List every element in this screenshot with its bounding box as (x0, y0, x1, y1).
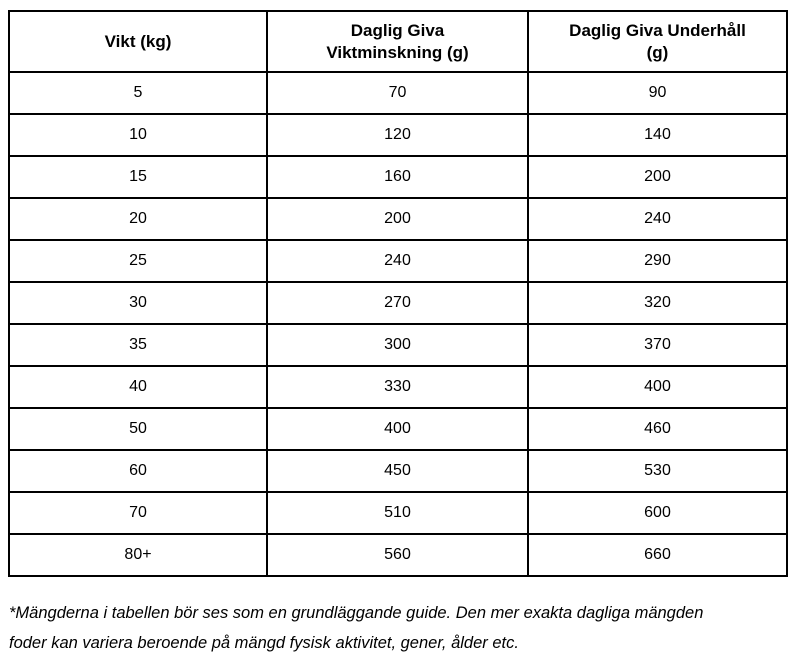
table-cell: 140 (527, 113, 788, 157)
table-row: 15 160 200 (8, 155, 788, 199)
table-cell: 50 (8, 407, 268, 451)
table-cell: 70 (266, 71, 529, 115)
table-cell: 20 (8, 197, 268, 241)
table-row: 70 510 600 (8, 491, 788, 535)
table-row: 25 240 290 (8, 239, 788, 283)
table-row: 30 270 320 (8, 281, 788, 325)
column-header-daily-amount-weight-loss: Daglig Giva Viktminskning (g) (266, 10, 529, 73)
column-header-weight: Vikt (kg) (8, 10, 268, 73)
table-cell: 560 (266, 533, 529, 577)
feeding-guide-table: Vikt (kg) Daglig Giva Viktminskning (g) … (8, 10, 788, 577)
table-cell: 35 (8, 323, 268, 367)
table-row: 60 450 530 (8, 449, 788, 493)
table-cell: 10 (8, 113, 268, 157)
table-cell: 370 (527, 323, 788, 367)
table-row: 80+ 560 660 (8, 533, 788, 577)
table-row: 10 120 140 (8, 113, 788, 157)
table-row: 50 400 460 (8, 407, 788, 451)
table-row: 5 70 90 (8, 71, 788, 115)
table-cell: 270 (266, 281, 529, 325)
table-cell: 400 (266, 407, 529, 451)
table-cell: 120 (266, 113, 529, 157)
table-cell: 240 (527, 197, 788, 241)
table-cell: 660 (527, 533, 788, 577)
table-cell: 25 (8, 239, 268, 283)
column-header-daily-amount-maintenance: Daglig Giva Underhåll (g) (527, 10, 788, 73)
table-row: 20 200 240 (8, 197, 788, 241)
table-cell: 200 (527, 155, 788, 199)
table-cell: 40 (8, 365, 268, 409)
table-cell: 290 (527, 239, 788, 283)
table-cell: 600 (527, 491, 788, 535)
table-cell: 15 (8, 155, 268, 199)
header-row: Vikt (kg) Daglig Giva Viktminskning (g) … (8, 10, 788, 73)
table-row: 40 330 400 (8, 365, 788, 409)
footnote: *Mängderna i tabellen bör ses som en gru… (9, 604, 704, 652)
table-cell: 60 (8, 449, 268, 493)
table-cell: 510 (266, 491, 529, 535)
table-cell: 160 (266, 155, 529, 199)
table-cell: 80+ (8, 533, 268, 577)
table-cell: 400 (527, 365, 788, 409)
table-row: 35 300 370 (8, 323, 788, 367)
table-cell: 530 (527, 449, 788, 493)
table-cell: 300 (266, 323, 529, 367)
table-cell: 450 (266, 449, 529, 493)
table-body: 5 70 90 10 120 140 15 160 200 20 200 240 25 240 290 30 2… (8, 71, 788, 577)
table-cell: 460 (527, 407, 788, 451)
table-cell: 200 (266, 197, 529, 241)
table-cell: 240 (266, 239, 529, 283)
table-cell: 90 (527, 71, 788, 115)
table-cell: 30 (8, 281, 268, 325)
table-cell: 330 (266, 365, 529, 409)
table-cell: 70 (8, 491, 268, 535)
table-cell: 320 (527, 281, 788, 325)
table-cell: 5 (8, 71, 268, 115)
